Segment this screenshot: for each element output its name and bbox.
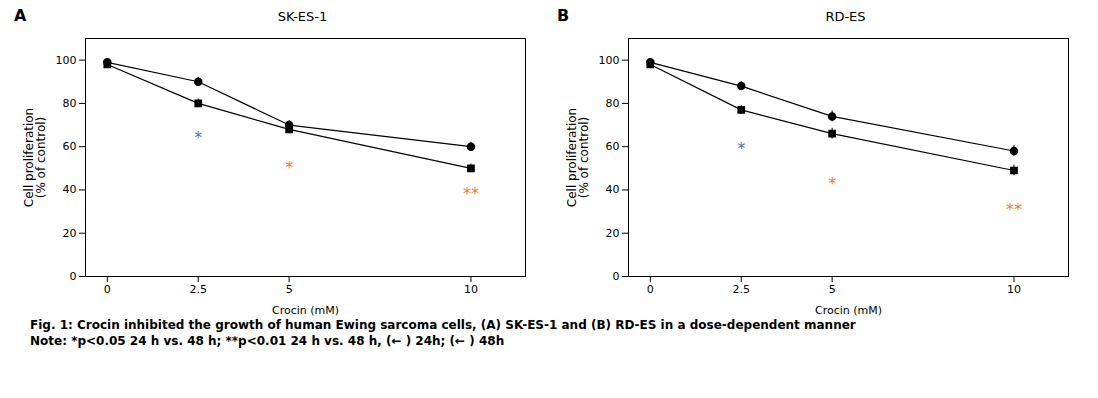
svg-text:60: 60: [606, 140, 620, 153]
svg-text:**: **: [463, 184, 479, 203]
svg-text:100: 100: [599, 54, 620, 67]
svg-text:5: 5: [829, 283, 836, 296]
html-text:Fig. 1: Crocin inhibited the g: Fig. 1: Crocin inhibited the growth of h…: [30, 318, 856, 332]
svg-text:Cell proliferation(% of contro: Cell proliferation(% of control): [565, 108, 591, 207]
svg-text:40: 40: [606, 183, 620, 196]
svg-text:Crocin (mM): Crocin (mM): [815, 304, 882, 317]
svg-text:2.5: 2.5: [189, 283, 207, 296]
html-text:SK-ES-1: SK-ES-1: [277, 9, 328, 24]
svg-text:0: 0: [104, 283, 111, 296]
svg-text:10: 10: [464, 283, 478, 296]
svg-text:20: 20: [606, 227, 620, 240]
svg-text:*: *: [828, 174, 836, 193]
svg-text:*: *: [737, 139, 745, 158]
svg-text:100: 100: [56, 54, 77, 67]
svg-text:80: 80: [63, 97, 77, 110]
svg-text:Crocin (mM): Crocin (mM): [272, 304, 339, 317]
svg-text:5: 5: [286, 283, 293, 296]
svg-text:Cell proliferation(% of contro: Cell proliferation(% of control): [22, 108, 48, 207]
svg-text:*: *: [285, 158, 293, 177]
html-text:RD-ES: RD-ES: [825, 9, 866, 24]
svg-text:0: 0: [647, 283, 654, 296]
html-text:A: A: [14, 6, 27, 25]
svg-text:*: *: [194, 128, 202, 147]
html-text:Note: *p<0.05 24 h vs. 48 h; *: Note: *p<0.05 24 h vs. 48 h; **p<0.01 24…: [30, 334, 505, 348]
svg-text:20: 20: [63, 227, 77, 240]
svg-text:40: 40: [63, 183, 77, 196]
svg-text:80: 80: [606, 97, 620, 110]
svg-text:10: 10: [1007, 283, 1021, 296]
html-text:B: B: [557, 6, 570, 25]
svg-text:60: 60: [63, 140, 77, 153]
svg-text:2.5: 2.5: [732, 283, 750, 296]
svg-text:**: **: [1006, 200, 1022, 219]
svg-text:0: 0: [613, 270, 620, 283]
svg-text:0: 0: [70, 270, 77, 283]
